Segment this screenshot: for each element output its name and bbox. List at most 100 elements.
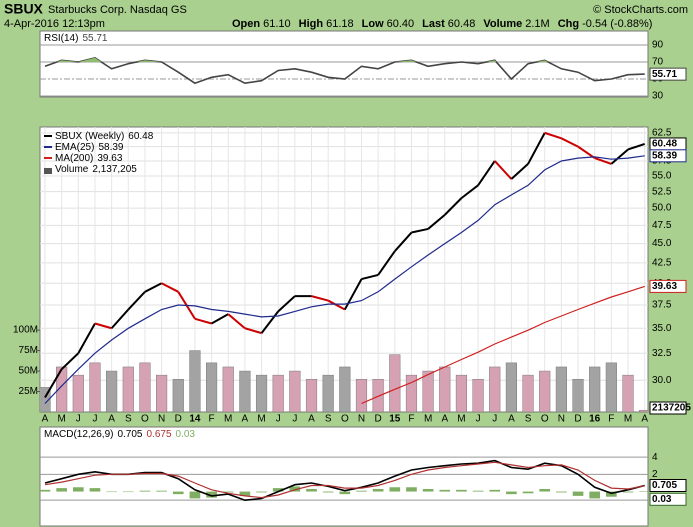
macd-panel [39,426,649,527]
legend-value: 60.48 [128,131,153,142]
volume-bar [255,374,268,412]
y-tick-label: 30 [652,91,664,102]
x-tick-label: M [224,414,232,425]
volume-bar [40,387,51,412]
value-tag-box [649,401,687,415]
value-tag: 2137205 [652,403,691,414]
histogram-bar [372,488,384,492]
x-tick-label: M [457,414,465,425]
y2-tick-label: 50M [19,366,38,377]
quote-value: 61.10 [263,18,291,30]
y-tick-label: 47.5 [652,220,672,231]
histogram-bar [106,491,117,493]
value-tag-box [649,492,687,506]
volume-bar [405,374,418,412]
y2-tick-label: 100M [13,325,38,336]
price-segment [44,368,63,399]
x-tick-label: D [175,414,182,425]
plot [40,127,648,412]
price-segment [110,308,130,329]
price-segment [244,327,262,335]
histogram-bar [172,491,184,495]
histogram-bar [222,491,234,493]
histogram-bar [456,489,467,492]
series-line [44,459,645,502]
value-tag-box [649,478,687,492]
histogram-bar [89,488,101,492]
volume-bar [589,366,601,412]
legend-value: 0.03 [176,429,196,440]
histogram-bar [639,491,648,492]
x-tick-label: D [375,414,382,425]
quote-label: Open [232,18,260,30]
x-tick-label: N [158,414,165,425]
x-tick-label: S [125,414,132,425]
histogram-bar [506,491,517,495]
x-tick-label: F [608,414,614,425]
volume-bar [139,362,151,412]
volume-bar [239,370,251,412]
legend-swatch [44,135,52,137]
volume-bar [555,366,567,412]
quote-label: Volume [483,18,522,30]
x-tick-label: A [508,414,515,425]
legend-value: 58.39 [98,142,123,153]
y-tick-label: 35.0 [652,323,672,334]
legend-name: MA(200) [55,153,93,164]
quote-label: Chg [558,18,579,30]
x-tick-label: N [358,414,365,425]
y-tick-label: 42.5 [652,257,672,268]
volume-bar [639,409,648,412]
quote-line: Open 61.10 High 61.18 Low 60.40 Last 60.48 Volum… [232,18,652,30]
legend-swatch [44,168,52,174]
histogram-bar [406,487,417,492]
company: Starbucks Corp. Nasdaq GS [48,4,187,16]
quote-value: -0.54 (-0.88%) [582,18,652,30]
y-tick-label: 37.5 [652,300,672,311]
y-tick-label: 90 [652,40,664,51]
price-segment [494,160,513,180]
histogram-bar [122,491,134,493]
price-segment [260,310,279,334]
value-tag: 55.71 [652,69,677,80]
rsi-panel [39,30,649,98]
x-tick-label: N [558,414,565,425]
x-tick-label: A [441,414,448,425]
value-tag-box [649,67,687,81]
value-tag: 0.705 [652,480,677,491]
price-segment [311,295,329,302]
legend-name: RSI(14) [44,33,78,44]
price-segment [594,157,612,165]
x-tick-label: A [108,414,115,425]
volume-bar [389,354,401,412]
volume-bar [106,370,118,412]
legend-entry: SBUX (Weekly) 60.48 [55,131,154,142]
quote-value: 60.40 [387,18,415,30]
price-segment [627,143,645,151]
histogram-bar [339,491,351,495]
x-tick-label: A [308,414,315,425]
histogram-bar [522,491,534,494]
y-tick-label: 2 [652,469,658,480]
x-tick-label: J [292,414,297,425]
y-tick-label: 62.5 [652,128,672,139]
quote-value: 60.48 [448,18,476,30]
x-tick-label: M [257,414,265,425]
volume-bar [505,362,517,412]
volume-bar [172,378,184,412]
legend-entry: RSI(14) 55.71 [44,33,108,44]
value-tag: 60.48 [652,139,677,150]
histogram-bar [439,489,451,492]
price-segment [60,352,80,370]
volume-bar [522,374,534,412]
volume-bar [372,378,384,412]
x-tick-label: 14 [189,414,201,425]
timestamp: 4-Apr-2016 12:13pm [4,18,105,30]
price-segment [394,231,413,252]
price-segment [277,295,296,313]
legend-value: 39.63 [97,153,122,164]
x-tick-label: J [476,414,481,425]
value-tag: 58.39 [652,150,677,161]
price-segment [460,184,479,199]
histogram-bar [189,491,201,499]
